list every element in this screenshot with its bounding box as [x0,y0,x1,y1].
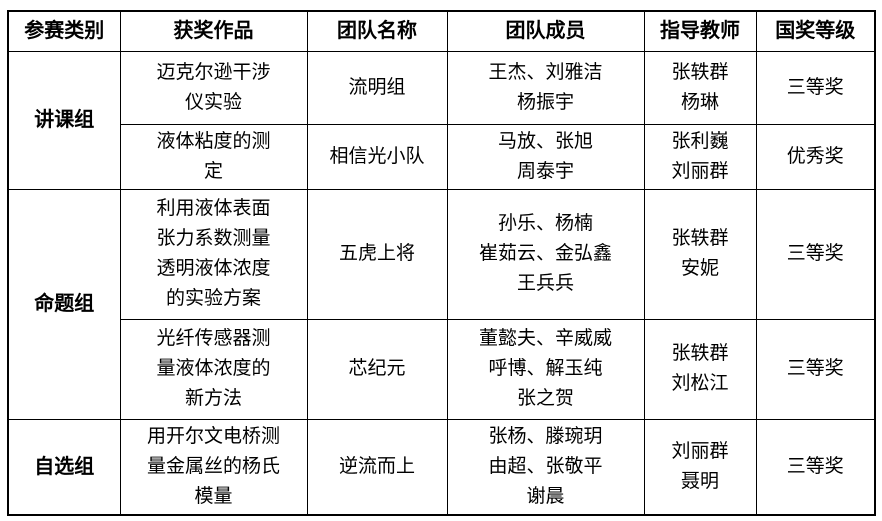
members-cell: 马放、张旭 周泰宇 [446,123,645,190]
members-cell: 董懿夫、辛威威 呼博、解玉纯 张之贺 [446,318,645,420]
header-cell-work: 获奖作品 [119,10,308,52]
award-cell: 三等奖 [755,418,876,515]
award-cell: 三等奖 [755,318,876,420]
category-cell: 讲课组 [7,50,121,190]
work-cell: 液体粘度的测 定 [119,123,308,190]
header-row: 参赛类别 获奖作品 团队名称 团队成员 指导教师 国奖等级 [7,10,876,52]
award-table: 参赛类别 获奖作品 团队名称 团队成员 指导教师 国奖等级 讲课组 迈克尔逊干涉… [7,10,876,516]
team-name-cell: 五虎上将 [306,188,448,320]
instructor-cell: 张轶群 安妮 [643,188,757,320]
table-row: 自选组 用开尔文电桥测 量金属丝的杨氏 模量 逆流而上 张杨、滕琬玥 由超、张敬… [7,418,876,515]
table-row: 光纤传感器测 量液体浓度的 新方法 芯纪元 董懿夫、辛威威 呼博、解玉纯 张之贺… [8,318,876,420]
award-cell: 三等奖 [755,188,876,320]
instructor-cell: 张利巍 刘丽群 [643,123,757,190]
category-cell: 命题组 [7,188,121,420]
table-row: 命题组 利用液体表面 张力系数测量 透明液体浓度 的实验方案 五虎上将 孙乐、杨… [7,188,876,420]
team-name-cell: 逆流而上 [306,418,448,515]
category-cell: 自选组 [7,418,121,515]
instructor-cell: 张轶群 刘松江 [643,318,757,420]
work-cell: 迈克尔逊干涉 仪实验 [119,50,308,125]
team-name-cell: 相信光小队 [306,123,448,190]
work-cell: 光纤传感器测 量液体浓度的 新方法 [119,318,308,420]
header-cell-members: 团队成员 [446,10,645,52]
header-cell-category: 参赛类别 [7,10,121,52]
award-cell: 三等奖 [755,50,876,125]
table-row: 讲课组 迈克尔逊干涉 仪实验 流明组 王杰、刘雅洁 杨振宇 张轶群 杨琳 三等奖 [7,50,876,190]
members-cell: 张杨、滕琬玥 由超、张敬平 谢晨 [446,418,645,515]
work-cell: 利用液体表面 张力系数测量 透明液体浓度 的实验方案 [119,188,308,320]
members-cell: 王杰、刘雅洁 杨振宇 [446,50,645,125]
members-cell: 孙乐、杨楠 崔茹云、金弘鑫 王兵兵 [446,188,645,320]
header-cell-instructor: 指导教师 [643,10,757,52]
instructor-cell: 刘丽群 聂明 [643,418,757,515]
team-name-cell: 流明组 [306,50,448,125]
work-cell: 用开尔文电桥测 量金属丝的杨氏 模量 [119,418,308,515]
table-row: 液体粘度的测 定 相信光小队 马放、张旭 周泰宇 张利巍 刘丽群 优秀奖 [8,123,876,190]
header-cell-award-level: 国奖等级 [755,10,876,52]
team-name-cell: 芯纪元 [306,318,448,420]
award-cell: 优秀奖 [755,123,876,190]
header-cell-team-name: 团队名称 [306,10,448,52]
instructor-cell: 张轶群 杨琳 [643,50,757,125]
